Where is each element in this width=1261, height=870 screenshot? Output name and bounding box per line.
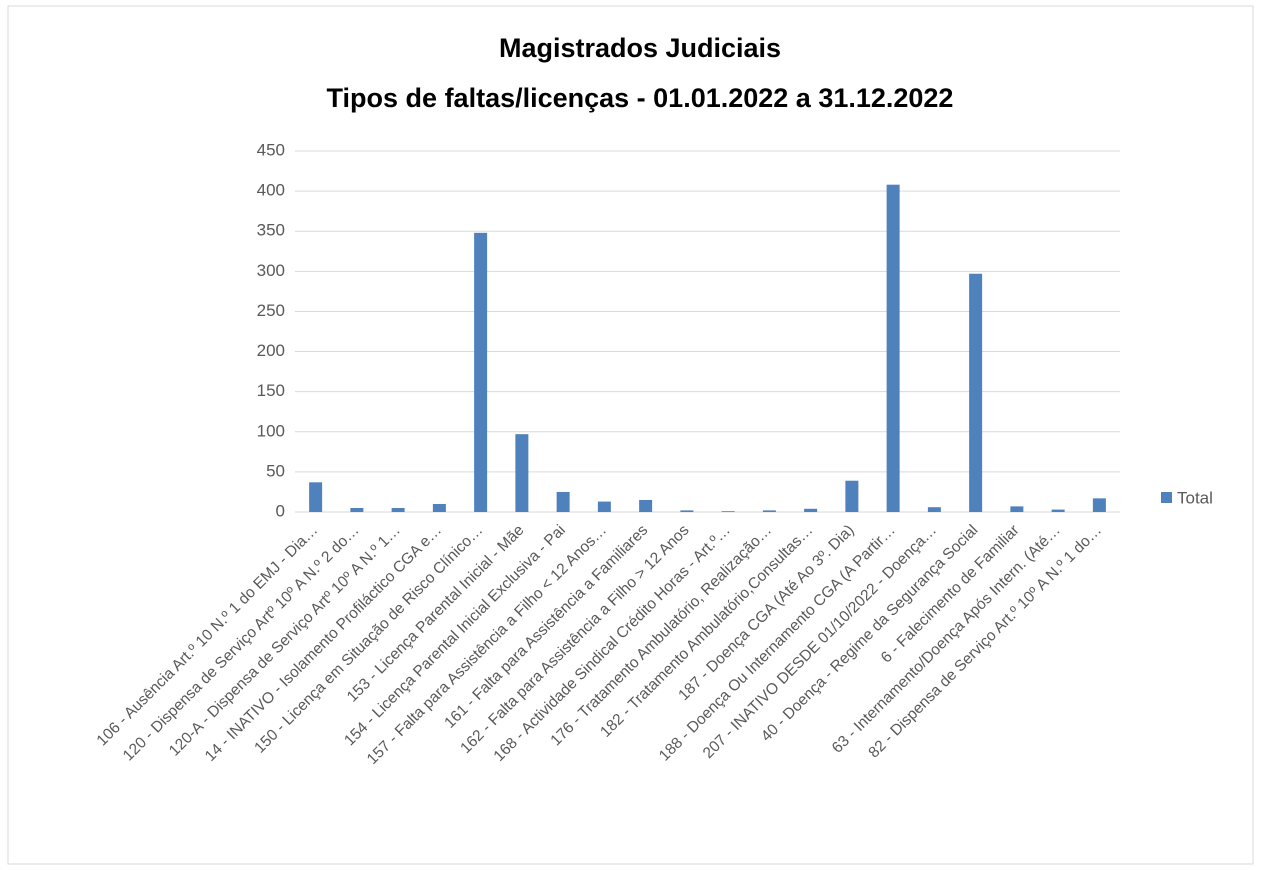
y-tick-label: 50 (266, 461, 285, 480)
y-tick-label: 100 (257, 421, 285, 440)
y-tick-label: 450 (257, 140, 285, 159)
y-tick-label: 350 (257, 221, 285, 240)
chart-title: Magistrados Judiciais (499, 33, 781, 63)
y-tick-label: 0 (276, 501, 285, 520)
legend-label: Total (1177, 488, 1213, 507)
bar (309, 482, 323, 512)
chart-frame (7, 5, 1254, 865)
bar (432, 503, 446, 512)
bar (1010, 506, 1024, 512)
y-tick-label: 200 (257, 341, 285, 360)
bar (969, 273, 983, 512)
chart-subtitle: Tipos de faltas/licenças - 01.01.2022 a … (327, 83, 954, 113)
y-tick-label: 250 (257, 301, 285, 320)
y-tick-label: 300 (257, 261, 285, 280)
bar (804, 508, 818, 512)
bar (680, 510, 694, 512)
bar (1051, 509, 1065, 512)
bar (721, 511, 735, 512)
bar (597, 501, 611, 512)
legend-swatch (1161, 492, 1172, 503)
bar (1092, 498, 1106, 512)
bar (515, 434, 529, 512)
bar (391, 507, 405, 512)
bar (556, 491, 570, 512)
bar (886, 184, 900, 512)
y-tick-label: 400 (257, 181, 285, 200)
bar (927, 507, 941, 512)
bar (762, 510, 776, 512)
bar (474, 232, 488, 512)
y-tick-label: 150 (257, 381, 285, 400)
bar (350, 507, 364, 512)
bar (639, 499, 653, 512)
bar (845, 480, 859, 512)
